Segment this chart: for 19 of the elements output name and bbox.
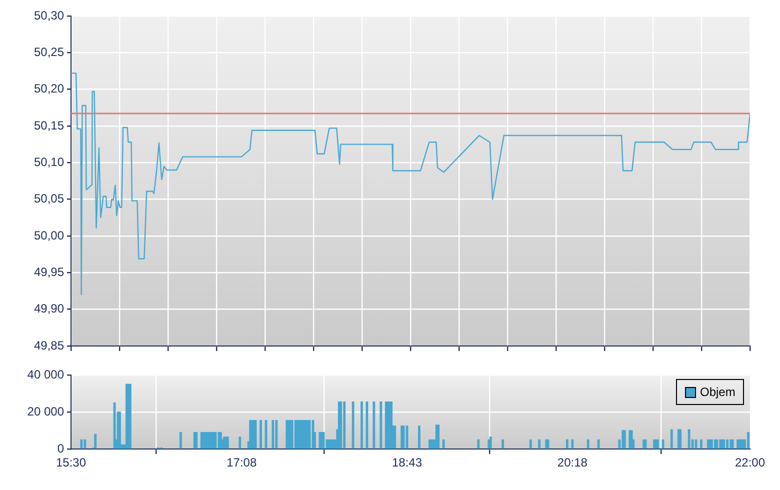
- x-tick-label: 20:18: [557, 456, 588, 470]
- y-tick-label: 50,05: [34, 192, 64, 206]
- x-tick-label: 17:08: [226, 456, 257, 470]
- y-tick-label: 49,85: [34, 338, 64, 352]
- y-tick-label: 49,95: [34, 264, 64, 279]
- y-tick-label: 50,00: [34, 228, 64, 242]
- y-tick-label: 50,15: [34, 118, 64, 132]
- y-tick-label: 40 000: [27, 367, 64, 382]
- x-tick-label: 15:30: [56, 456, 86, 470]
- y-tick-label: 49,90: [34, 302, 64, 316]
- y-tick-label: 0: [57, 441, 64, 456]
- y-tick-label: 20 000: [27, 404, 64, 418]
- y-tick-label: 50,25: [34, 44, 64, 59]
- text: Objem: [700, 385, 736, 399]
- y-tick-label: 50,20: [34, 82, 64, 96]
- y-tick-label: 50,10: [34, 154, 64, 169]
- x-tick-label: 18:43: [392, 456, 422, 470]
- x-tick-label: 22:00: [734, 456, 766, 470]
- y-tick-label: 50,30: [34, 8, 64, 22]
